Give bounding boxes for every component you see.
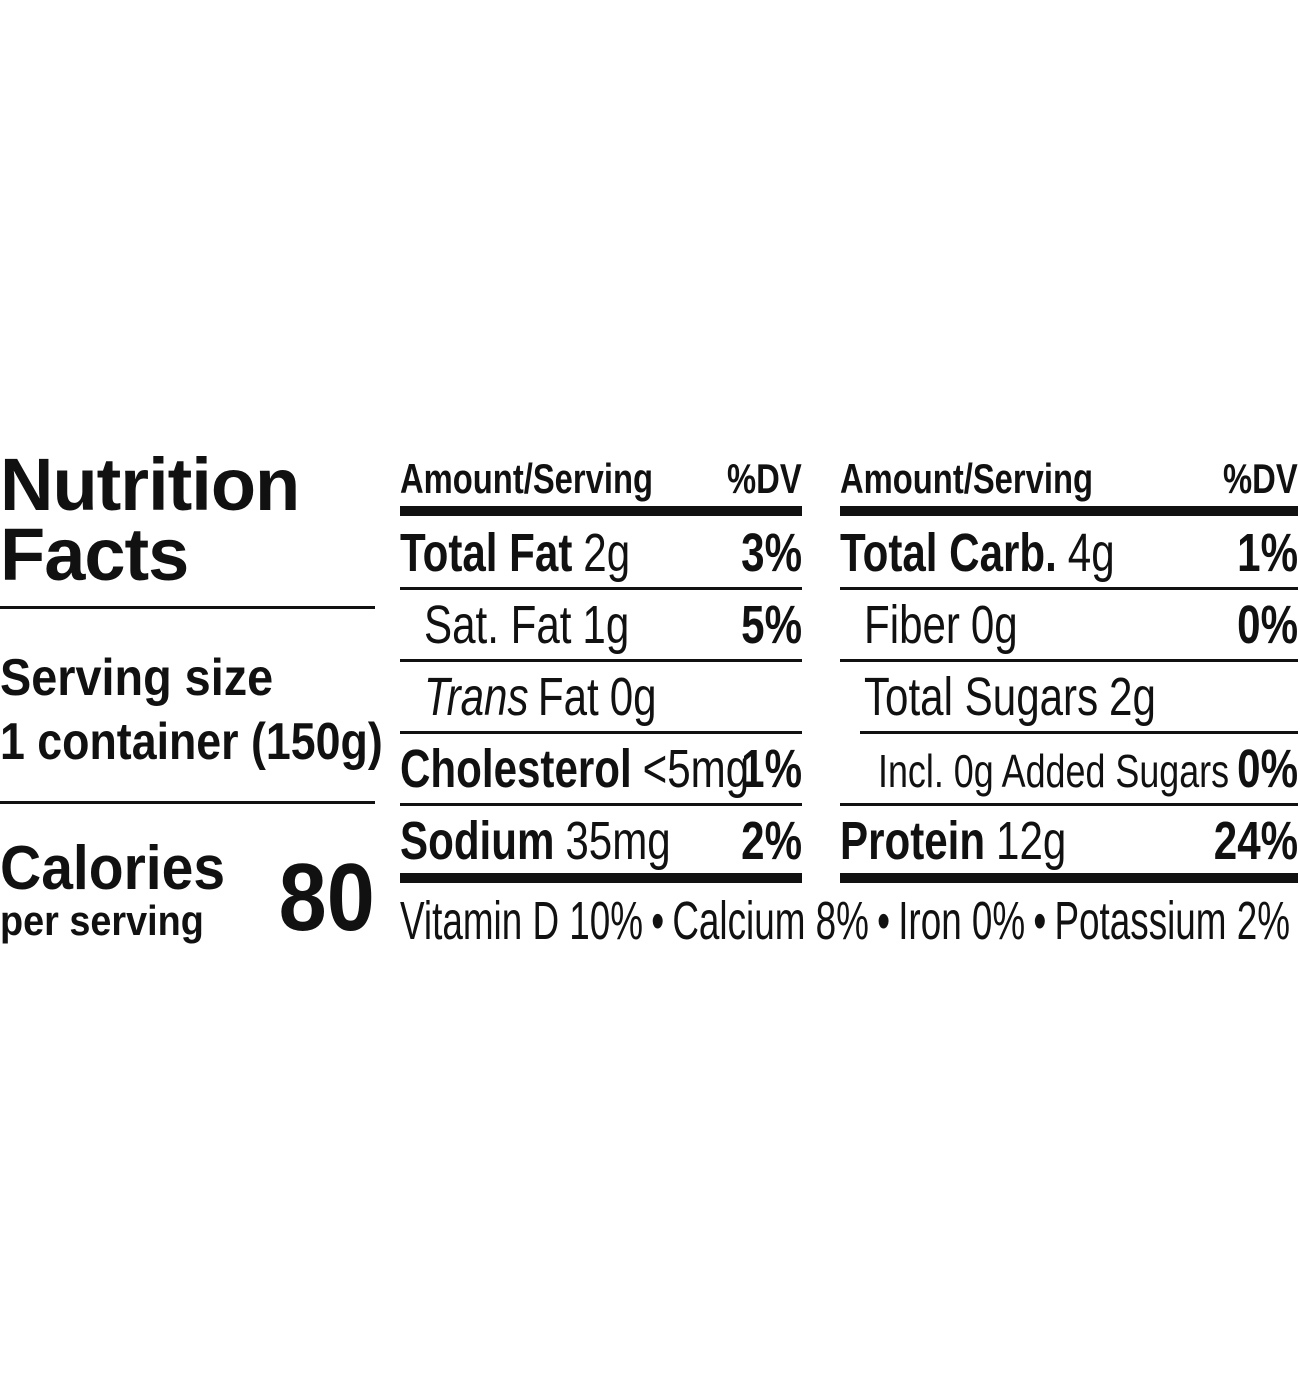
- nutrient-dv: 5%: [741, 595, 802, 655]
- nutrient-text: Fiber 0g: [864, 598, 1018, 652]
- nutrient-name: Sodium: [400, 811, 555, 871]
- thick-bar: [400, 873, 802, 883]
- nutrient-amount: 2g: [583, 523, 631, 583]
- header-dv: %DV: [727, 455, 802, 502]
- nutrient-dv: 0%: [1237, 595, 1298, 655]
- vitamin: Potassium 2%: [1054, 891, 1290, 951]
- nutrient-name: Total Fat: [400, 523, 573, 583]
- nutrient-dv: 0%: [1237, 739, 1298, 799]
- nutrient-name: Fiber: [864, 595, 960, 655]
- nutrient-amount: 1g: [582, 595, 630, 655]
- nutrient-row: Incl. 0g Added Sugars 0%: [840, 734, 1298, 806]
- nutrient-text: Protein 12g: [840, 814, 1066, 868]
- divider: [0, 606, 375, 609]
- nutrient-amount: <5mg: [642, 739, 750, 799]
- serving-label: Serving size: [0, 652, 303, 704]
- nutrient-dv: 3%: [741, 523, 802, 583]
- column-header: Amount/Serving %DV: [400, 458, 802, 502]
- vitamin: Vitamin D 10%: [400, 891, 644, 951]
- header-dv: %DV: [1223, 455, 1298, 502]
- calories-label: Calories: [0, 838, 245, 900]
- thick-bar: [400, 506, 802, 516]
- nutrient-amount: 2g: [1109, 667, 1156, 727]
- calories-sublabel: per serving: [0, 900, 226, 942]
- nutrient-row: Total Sugars 2g: [860, 662, 1298, 734]
- nutrient-amount: 0g: [970, 595, 1018, 655]
- serving-label-text: Serving size: [0, 649, 274, 707]
- thick-bar: [840, 873, 1298, 883]
- nutrient-row: Cholesterol <5mg 1%: [400, 734, 802, 806]
- nutrient-name: Sat. Fat: [424, 595, 572, 655]
- nutrient-name-italic: Trans: [424, 667, 529, 727]
- nutrient-row: Total Carb. 4g 1%: [840, 518, 1298, 590]
- nutrient-row: Total Fat 2g 3%: [400, 518, 802, 590]
- vitamin: Calcium 8%: [672, 891, 869, 951]
- serving-value-text: 1 container (150g): [0, 713, 383, 771]
- nutrient-text: Cholesterol <5mg: [400, 742, 749, 796]
- nutrient-amount: 0g: [609, 667, 657, 727]
- nutrient-name: Fat: [537, 667, 599, 727]
- separator: •: [651, 891, 665, 951]
- nutrient-text: Trans Fat 0g: [424, 670, 657, 724]
- nutrient-text: Total Fat 2g: [400, 526, 630, 580]
- nutrient-row: Sat. Fat 1g 5%: [400, 590, 802, 662]
- serving-value: 1 container (150g): [0, 716, 445, 768]
- nutrient-dv: 1%: [1237, 523, 1298, 583]
- nutrient-dv: 2%: [741, 811, 802, 871]
- thick-bar: [840, 506, 1298, 516]
- title-line: Nutrition: [0, 443, 300, 526]
- nutrient-name: Total Carb.: [840, 523, 1057, 583]
- nutrient-row: Fiber 0g 0%: [840, 590, 1298, 662]
- separator: •: [1033, 891, 1047, 951]
- nutrient-amount: 12g: [996, 811, 1067, 871]
- nutrient-text: Total Sugars 2g: [864, 670, 1156, 724]
- calories-value-text: 80: [278, 844, 375, 951]
- vitamin: Iron 0%: [898, 891, 1026, 951]
- nutrient-row: Trans Fat 0g: [400, 662, 802, 734]
- nutrient-text: Total Carb. 4g: [840, 526, 1115, 580]
- nutrient-text: Sat. Fat 1g: [424, 598, 629, 652]
- calories-sublabel-text: per serving: [0, 897, 204, 944]
- nutrient-amount: 35mg: [565, 811, 671, 871]
- nutrient-name: Protein: [840, 811, 986, 871]
- nutrient-row: Protein 12g 24%: [840, 806, 1298, 878]
- column-header: Amount/Serving %DV: [840, 458, 1298, 502]
- nutrient-name: Cholesterol: [400, 739, 632, 799]
- title-line: Facts: [0, 513, 189, 596]
- calories-label-text: Calories: [0, 834, 226, 903]
- nutrient-name: Incl. 0g Added Sugars: [878, 745, 1230, 797]
- nutrient-name: Total Sugars: [864, 667, 1099, 727]
- header-amount: Amount/Serving: [840, 455, 1094, 502]
- nutrient-row: Sodium 35mg 2%: [400, 806, 802, 878]
- nutrient-amount: 4g: [1067, 523, 1115, 583]
- separator: •: [877, 891, 891, 951]
- nutrient-dv: 24%: [1213, 811, 1298, 871]
- nutrient-dv: 1%: [741, 739, 802, 799]
- nutrient-text: Sodium 35mg: [400, 814, 671, 868]
- vitamins: Vitamin D 10% • Calcium 8% • Iron 0% • Potassi…: [400, 894, 1290, 948]
- header-amount: Amount/Serving: [400, 455, 654, 502]
- nutrient-text: Incl. 0g Added Sugars: [878, 748, 1229, 794]
- divider: [0, 801, 375, 804]
- calories-value: 80: [268, 850, 375, 946]
